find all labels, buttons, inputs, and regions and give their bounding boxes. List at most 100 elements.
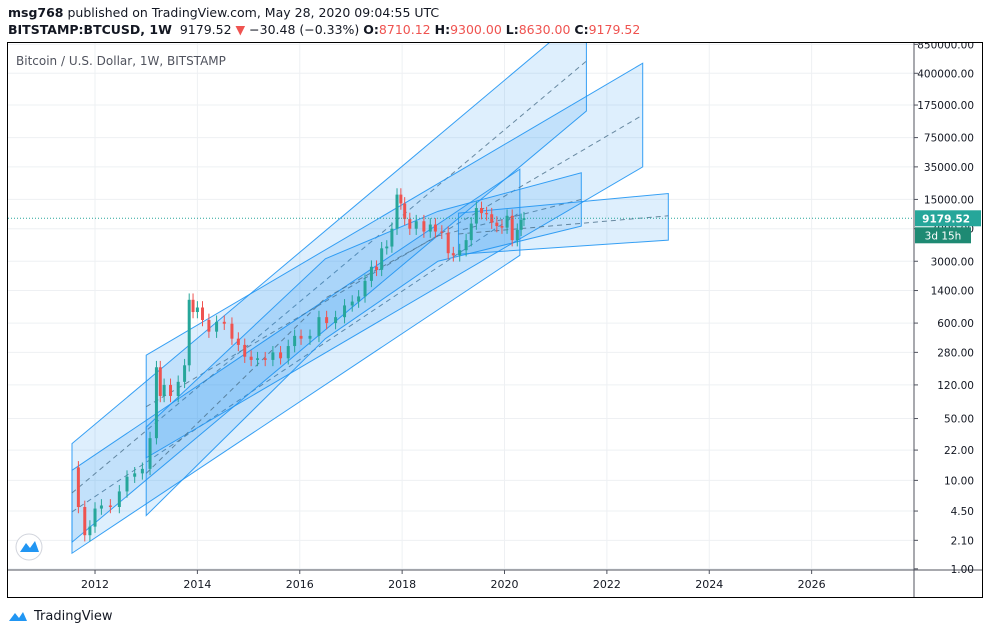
low-value: 8630.00 [518,22,571,37]
channel-band[interactable] [71,43,587,544]
low-label: L: [505,22,519,37]
y-tick-label: 22.00 [944,445,974,457]
x-tick-label: 2020 [491,578,519,591]
candle-body [154,367,158,439]
chart-frame[interactable]: 850000.00 400000.00 175000.00 75000.00 35000… [7,42,983,598]
candle-body [325,317,329,324]
y-tick-label: 600.00 [937,318,974,330]
candle-body [390,228,394,247]
high-value: 9300.00 [450,22,502,37]
candle-body [215,321,219,332]
close-label: C: [574,22,589,37]
last-price-tag [915,210,981,227]
candle-body [408,219,412,229]
close-value: 9179.52 [588,22,641,37]
countdown-label: 3d 15h [925,230,962,242]
candle-body [522,218,526,220]
candle-body [308,335,312,339]
candle-body [108,505,112,508]
candle-body [243,344,247,357]
y-tick-label: 1.00 [951,564,974,576]
candle-body [357,296,361,302]
candle-body [93,508,97,527]
candle-body [451,253,455,256]
candle-body [299,335,303,339]
y-tick-label: 10.00 [944,475,974,487]
y-tick-label: 2.10 [951,535,974,547]
publish-info: published on TradingView.com, May 28, 20… [67,5,440,20]
candle-body [263,358,267,360]
open-value: 8710.12 [378,22,431,37]
channel-midline [458,215,669,235]
x-tick-label: 2012 [81,578,109,591]
channel-midline [145,114,643,408]
candle-body [83,507,87,536]
y-tick-label: 1400.00 [931,286,974,298]
candle-body [469,223,473,241]
candle-body [380,248,384,270]
y-tick-label: 35000.00 [924,162,974,174]
candle-body [369,266,373,281]
candle-body [495,222,499,227]
tradingview-logo-icon[interactable] [8,609,28,623]
author-name[interactable]: msg768 [8,5,64,20]
candle-body [279,352,283,359]
candle-body [385,246,389,249]
candle-body [76,467,80,508]
candle-body [446,232,450,254]
candle-body [375,266,379,270]
candle-body [343,305,347,318]
candle-body [271,352,275,360]
candle-body [500,226,504,228]
candle-body [399,194,403,204]
candle-body [236,338,240,345]
candle-body [505,215,509,228]
candle-body [140,468,144,474]
candle-body [363,280,367,297]
candle-body [249,356,253,360]
chart-canvas[interactable]: 850000.00 400000.00 175000.00 75000.00 35000… [8,43,982,597]
y-tick-label: 4.50 [951,506,974,518]
candle-body [117,491,121,508]
candle-body [474,207,478,224]
x-tick-label: 2026 [798,578,826,591]
candle-body [222,321,226,324]
candle-body [133,473,137,477]
candle-body [519,219,523,230]
footer-brand[interactable]: TradingView [34,608,113,624]
high-label: H: [434,22,451,37]
channel-band[interactable] [145,172,582,517]
chart-header: msg768 published on TradingView.com, May… [8,4,968,38]
ohlc-line: BITSTAMP:BTCUSD, 1W 9179.52 ▼ −30.48 (−0… [8,21,968,38]
y-tick-label: 120.00 [937,380,974,392]
candle-body [414,221,418,229]
candle-body [286,346,290,359]
y-tick-label: 3000.00 [931,256,974,268]
y-tick-label: 50.00 [944,414,974,426]
candle-body [88,526,92,536]
candle-body [433,224,437,232]
last-price: 9179.52 [179,22,232,37]
candle-body [162,384,166,396]
candle-body [403,203,407,220]
candle-body [317,317,321,336]
symbol-label: BITSTAMP:BTCUSD, 1W [8,22,172,37]
candle-body [148,438,152,469]
candle-body [125,476,129,492]
x-tick-label: 2016 [286,578,314,591]
candle-body [191,299,195,313]
candle-body [201,307,205,321]
x-tick-label: 2014 [183,578,211,591]
candle-body [195,307,199,313]
down-arrow-icon: ▼ [235,22,246,37]
candle-body [99,505,103,509]
candle-body [350,301,354,306]
candle-body [230,323,234,339]
open-label: O: [363,22,379,37]
candle-body [515,229,519,241]
x-tick-label: 2018 [388,578,416,591]
candle-body [256,358,260,360]
channel-midline [145,198,582,474]
candle-body [458,250,462,256]
chart-title: Bitcoin / U.S. Dollar, 1W, BITSTAMP [16,54,226,68]
